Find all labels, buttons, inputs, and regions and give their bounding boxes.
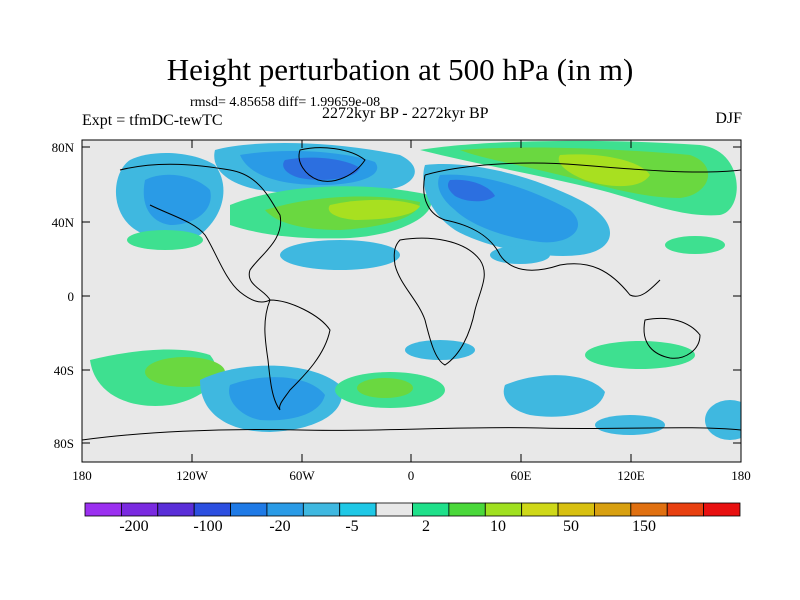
stats-label: rmsd= 4.85658 diff= 1.99659e-08 bbox=[190, 95, 381, 110]
lon-tick-label: 180 bbox=[72, 468, 92, 483]
contour-region bbox=[665, 236, 725, 254]
contour-region bbox=[503, 375, 605, 417]
colorbar-swatch bbox=[666, 502, 705, 517]
colorbar-swatch bbox=[375, 502, 413, 517]
colorbar-label: 2 bbox=[422, 518, 430, 535]
colorbar-label: -20 bbox=[269, 518, 291, 535]
contour-region bbox=[490, 246, 550, 264]
contour-region bbox=[595, 415, 665, 435]
contour-region bbox=[357, 378, 413, 398]
colorbar-swatch bbox=[412, 502, 450, 517]
contour-region bbox=[127, 230, 203, 250]
colorbar-swatch bbox=[448, 502, 486, 517]
colorbar-label: -5 bbox=[345, 518, 359, 535]
contour-region bbox=[229, 377, 325, 421]
contour-region bbox=[585, 341, 695, 369]
contour-region bbox=[447, 179, 495, 202]
colorbar-swatch bbox=[120, 502, 159, 517]
colorbar-swatch bbox=[630, 502, 668, 517]
colorbar-label: 10 bbox=[490, 518, 506, 535]
contour-region bbox=[558, 154, 650, 187]
coastline-north-america bbox=[119, 163, 282, 303]
colorbar-swatch bbox=[703, 502, 741, 517]
lat-tick-label: 0 bbox=[67, 289, 75, 304]
coastline-antarctica bbox=[82, 427, 741, 441]
lon-tick-label: 120W bbox=[176, 468, 208, 483]
contour-region bbox=[405, 340, 475, 360]
colorbar-label: -100 bbox=[193, 518, 223, 535]
coastlines bbox=[82, 147, 741, 441]
colorbar-swatch bbox=[484, 502, 523, 517]
contour-region bbox=[283, 157, 360, 180]
contour-region bbox=[143, 174, 211, 225]
colorbar-swatch bbox=[230, 502, 268, 517]
lon-tick-label: 120E bbox=[617, 468, 645, 483]
season-label: DJF bbox=[715, 110, 742, 127]
colorbar bbox=[84, 502, 741, 517]
lat-tick-label: 80S bbox=[53, 436, 74, 451]
colorbar-swatch bbox=[302, 502, 341, 517]
contour-region bbox=[328, 199, 420, 220]
colorbar-swatch bbox=[521, 502, 559, 517]
lat-tick-label: 40N bbox=[51, 215, 74, 230]
lon-tick-label: 0 bbox=[407, 468, 415, 483]
colorbar-swatch bbox=[157, 502, 195, 517]
colorbar-swatch bbox=[266, 502, 304, 517]
colorbar-label: 150 bbox=[632, 518, 656, 535]
lat-tick-label: 80N bbox=[51, 140, 74, 155]
coastline-australia bbox=[643, 317, 701, 359]
contour-region bbox=[280, 240, 400, 270]
period-label: 2272kyr BP - 2272kyr BP bbox=[322, 105, 489, 122]
experiment-label: Expt = tfmDC-tewTC bbox=[82, 112, 223, 129]
coastline-africa bbox=[393, 237, 485, 366]
contour-region bbox=[705, 400, 741, 440]
colorbar-label: 50 bbox=[563, 518, 579, 535]
coastline-south-america bbox=[264, 299, 331, 411]
axis-ticks bbox=[82, 140, 741, 462]
colorbar-swatch bbox=[84, 502, 122, 517]
colorbar-swatch bbox=[557, 502, 595, 517]
colorbar-swatch bbox=[339, 502, 377, 517]
coastline-greenland bbox=[298, 147, 366, 182]
lon-tick-label: 60W bbox=[289, 468, 315, 483]
lat-tick-label: 40S bbox=[53, 363, 74, 378]
colorbar-label: -200 bbox=[119, 518, 149, 535]
lon-tick-label: 60E bbox=[510, 468, 532, 483]
colorbar-swatch bbox=[193, 502, 231, 517]
coastline-eurasia bbox=[423, 162, 741, 297]
figure-title: Height perturbation at 500 hPa (in m) bbox=[166, 52, 634, 87]
lon-tick-label: 180 bbox=[731, 468, 751, 483]
colorbar-swatch bbox=[594, 502, 632, 517]
